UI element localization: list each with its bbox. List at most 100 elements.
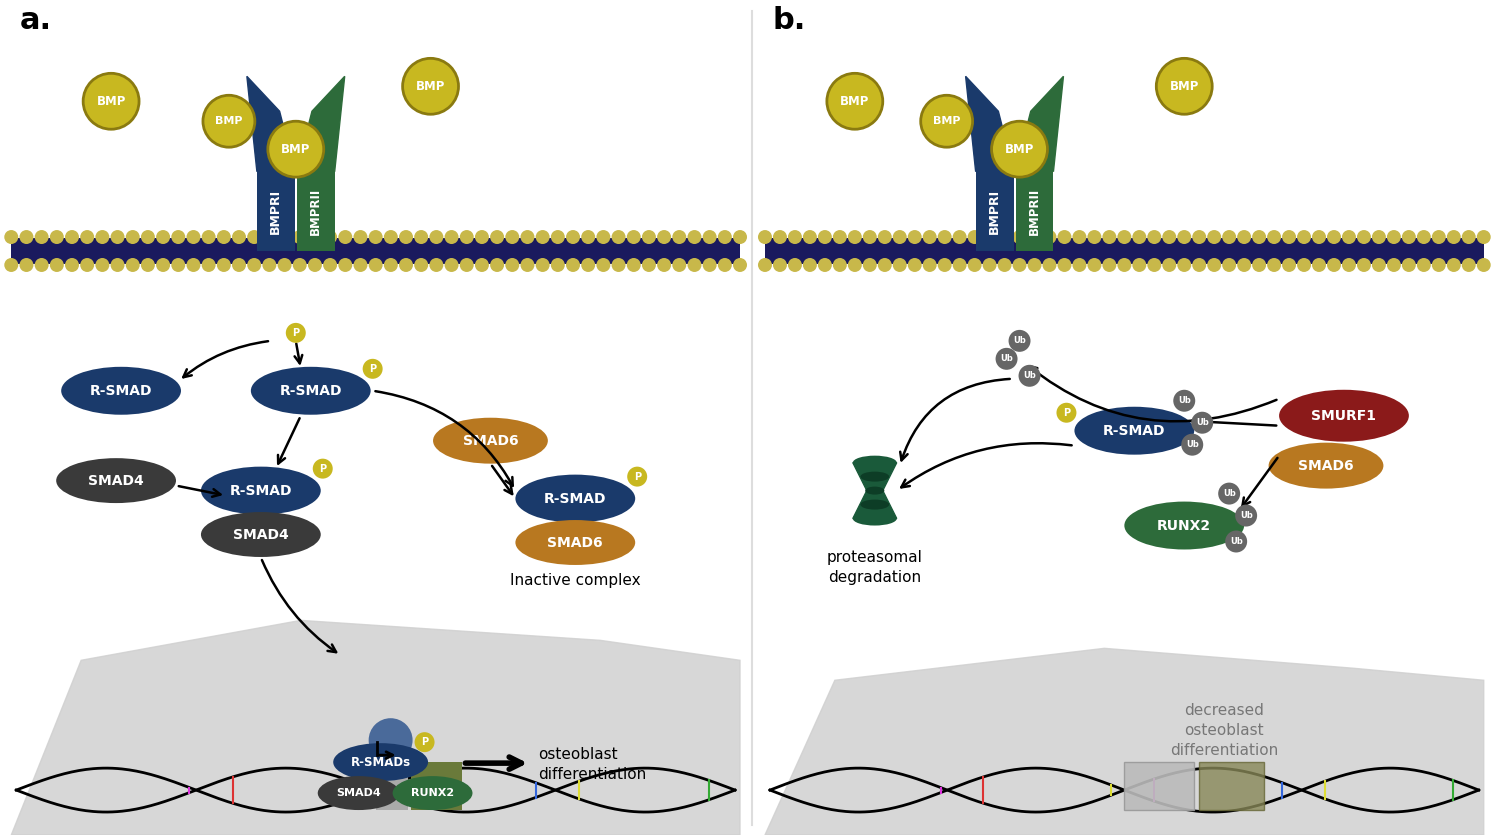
Circle shape	[1222, 258, 1236, 272]
Text: BMP: BMP	[416, 80, 446, 93]
Circle shape	[201, 230, 216, 244]
Circle shape	[1102, 230, 1116, 244]
Circle shape	[186, 230, 201, 244]
Text: BMP: BMP	[1170, 80, 1198, 93]
Text: b.: b.	[772, 7, 807, 35]
Circle shape	[1162, 230, 1176, 244]
Circle shape	[20, 258, 33, 272]
Text: Ub: Ub	[1178, 397, 1191, 405]
Circle shape	[827, 73, 884, 129]
Circle shape	[1462, 230, 1476, 244]
Circle shape	[1118, 258, 1131, 272]
Circle shape	[1132, 258, 1146, 272]
Circle shape	[50, 230, 64, 244]
Circle shape	[1358, 230, 1371, 244]
Circle shape	[1191, 412, 1214, 433]
Circle shape	[141, 258, 154, 272]
Circle shape	[278, 258, 291, 272]
Circle shape	[921, 95, 972, 147]
Circle shape	[1072, 230, 1086, 244]
Circle shape	[1328, 258, 1341, 272]
Circle shape	[363, 359, 382, 379]
Circle shape	[171, 230, 186, 244]
Circle shape	[217, 258, 231, 272]
Circle shape	[520, 258, 534, 272]
Text: SMAD6: SMAD6	[548, 535, 603, 549]
Circle shape	[1298, 258, 1311, 272]
Text: BMPRII: BMPRII	[309, 187, 322, 235]
Circle shape	[506, 230, 519, 244]
Circle shape	[1312, 258, 1326, 272]
Circle shape	[758, 230, 772, 244]
Ellipse shape	[251, 367, 370, 415]
Circle shape	[201, 258, 216, 272]
Text: Ub: Ub	[1196, 418, 1209, 428]
Ellipse shape	[433, 418, 548, 463]
Circle shape	[718, 230, 732, 244]
Circle shape	[1008, 330, 1031, 352]
Circle shape	[627, 258, 640, 272]
Text: BMPRI: BMPRI	[270, 189, 282, 234]
Ellipse shape	[201, 512, 321, 557]
Circle shape	[1132, 230, 1146, 244]
Circle shape	[1342, 258, 1356, 272]
Circle shape	[702, 258, 717, 272]
Circle shape	[922, 258, 936, 272]
Circle shape	[384, 230, 398, 244]
Text: decreased: decreased	[1184, 703, 1264, 718]
Circle shape	[802, 258, 818, 272]
Circle shape	[952, 230, 966, 244]
Text: differentiation: differentiation	[1170, 742, 1278, 757]
Circle shape	[354, 230, 368, 244]
Circle shape	[402, 58, 459, 114]
Circle shape	[1238, 258, 1251, 272]
Polygon shape	[1016, 76, 1064, 171]
Circle shape	[292, 230, 306, 244]
Circle shape	[1476, 258, 1491, 272]
Circle shape	[20, 230, 33, 244]
Circle shape	[1388, 230, 1401, 244]
Text: BMP: BMP	[1005, 143, 1034, 155]
Bar	[256, 171, 296, 251]
Polygon shape	[853, 463, 897, 491]
Ellipse shape	[865, 487, 885, 494]
Circle shape	[1178, 230, 1191, 244]
Circle shape	[908, 258, 921, 272]
Circle shape	[1028, 258, 1041, 272]
Bar	[1198, 762, 1264, 810]
Circle shape	[1226, 530, 1246, 553]
Circle shape	[687, 258, 702, 272]
Ellipse shape	[853, 512, 897, 525]
Circle shape	[1358, 258, 1371, 272]
Text: BMP: BMP	[933, 116, 960, 126]
Ellipse shape	[393, 776, 472, 810]
Circle shape	[998, 230, 1011, 244]
Circle shape	[1328, 230, 1341, 244]
Text: RUNX2: RUNX2	[411, 788, 454, 798]
Circle shape	[818, 258, 833, 272]
Text: Ub: Ub	[1240, 511, 1252, 520]
Circle shape	[278, 230, 291, 244]
Polygon shape	[966, 76, 1014, 171]
Bar	[297, 171, 334, 251]
Circle shape	[1402, 230, 1416, 244]
Circle shape	[1162, 258, 1176, 272]
Circle shape	[1252, 230, 1266, 244]
Text: Ub: Ub	[1023, 372, 1036, 380]
Polygon shape	[765, 648, 1484, 835]
Circle shape	[1448, 258, 1461, 272]
Circle shape	[612, 230, 626, 244]
Bar	[1125, 762, 1194, 810]
Circle shape	[202, 95, 255, 147]
Circle shape	[788, 230, 802, 244]
Ellipse shape	[516, 474, 634, 523]
Circle shape	[758, 258, 772, 272]
Circle shape	[922, 230, 936, 244]
Circle shape	[536, 230, 549, 244]
Bar	[1016, 171, 1053, 251]
Circle shape	[232, 230, 246, 244]
Circle shape	[414, 732, 435, 752]
Text: Ub: Ub	[1230, 537, 1242, 546]
Circle shape	[1192, 230, 1206, 244]
Circle shape	[938, 230, 951, 244]
